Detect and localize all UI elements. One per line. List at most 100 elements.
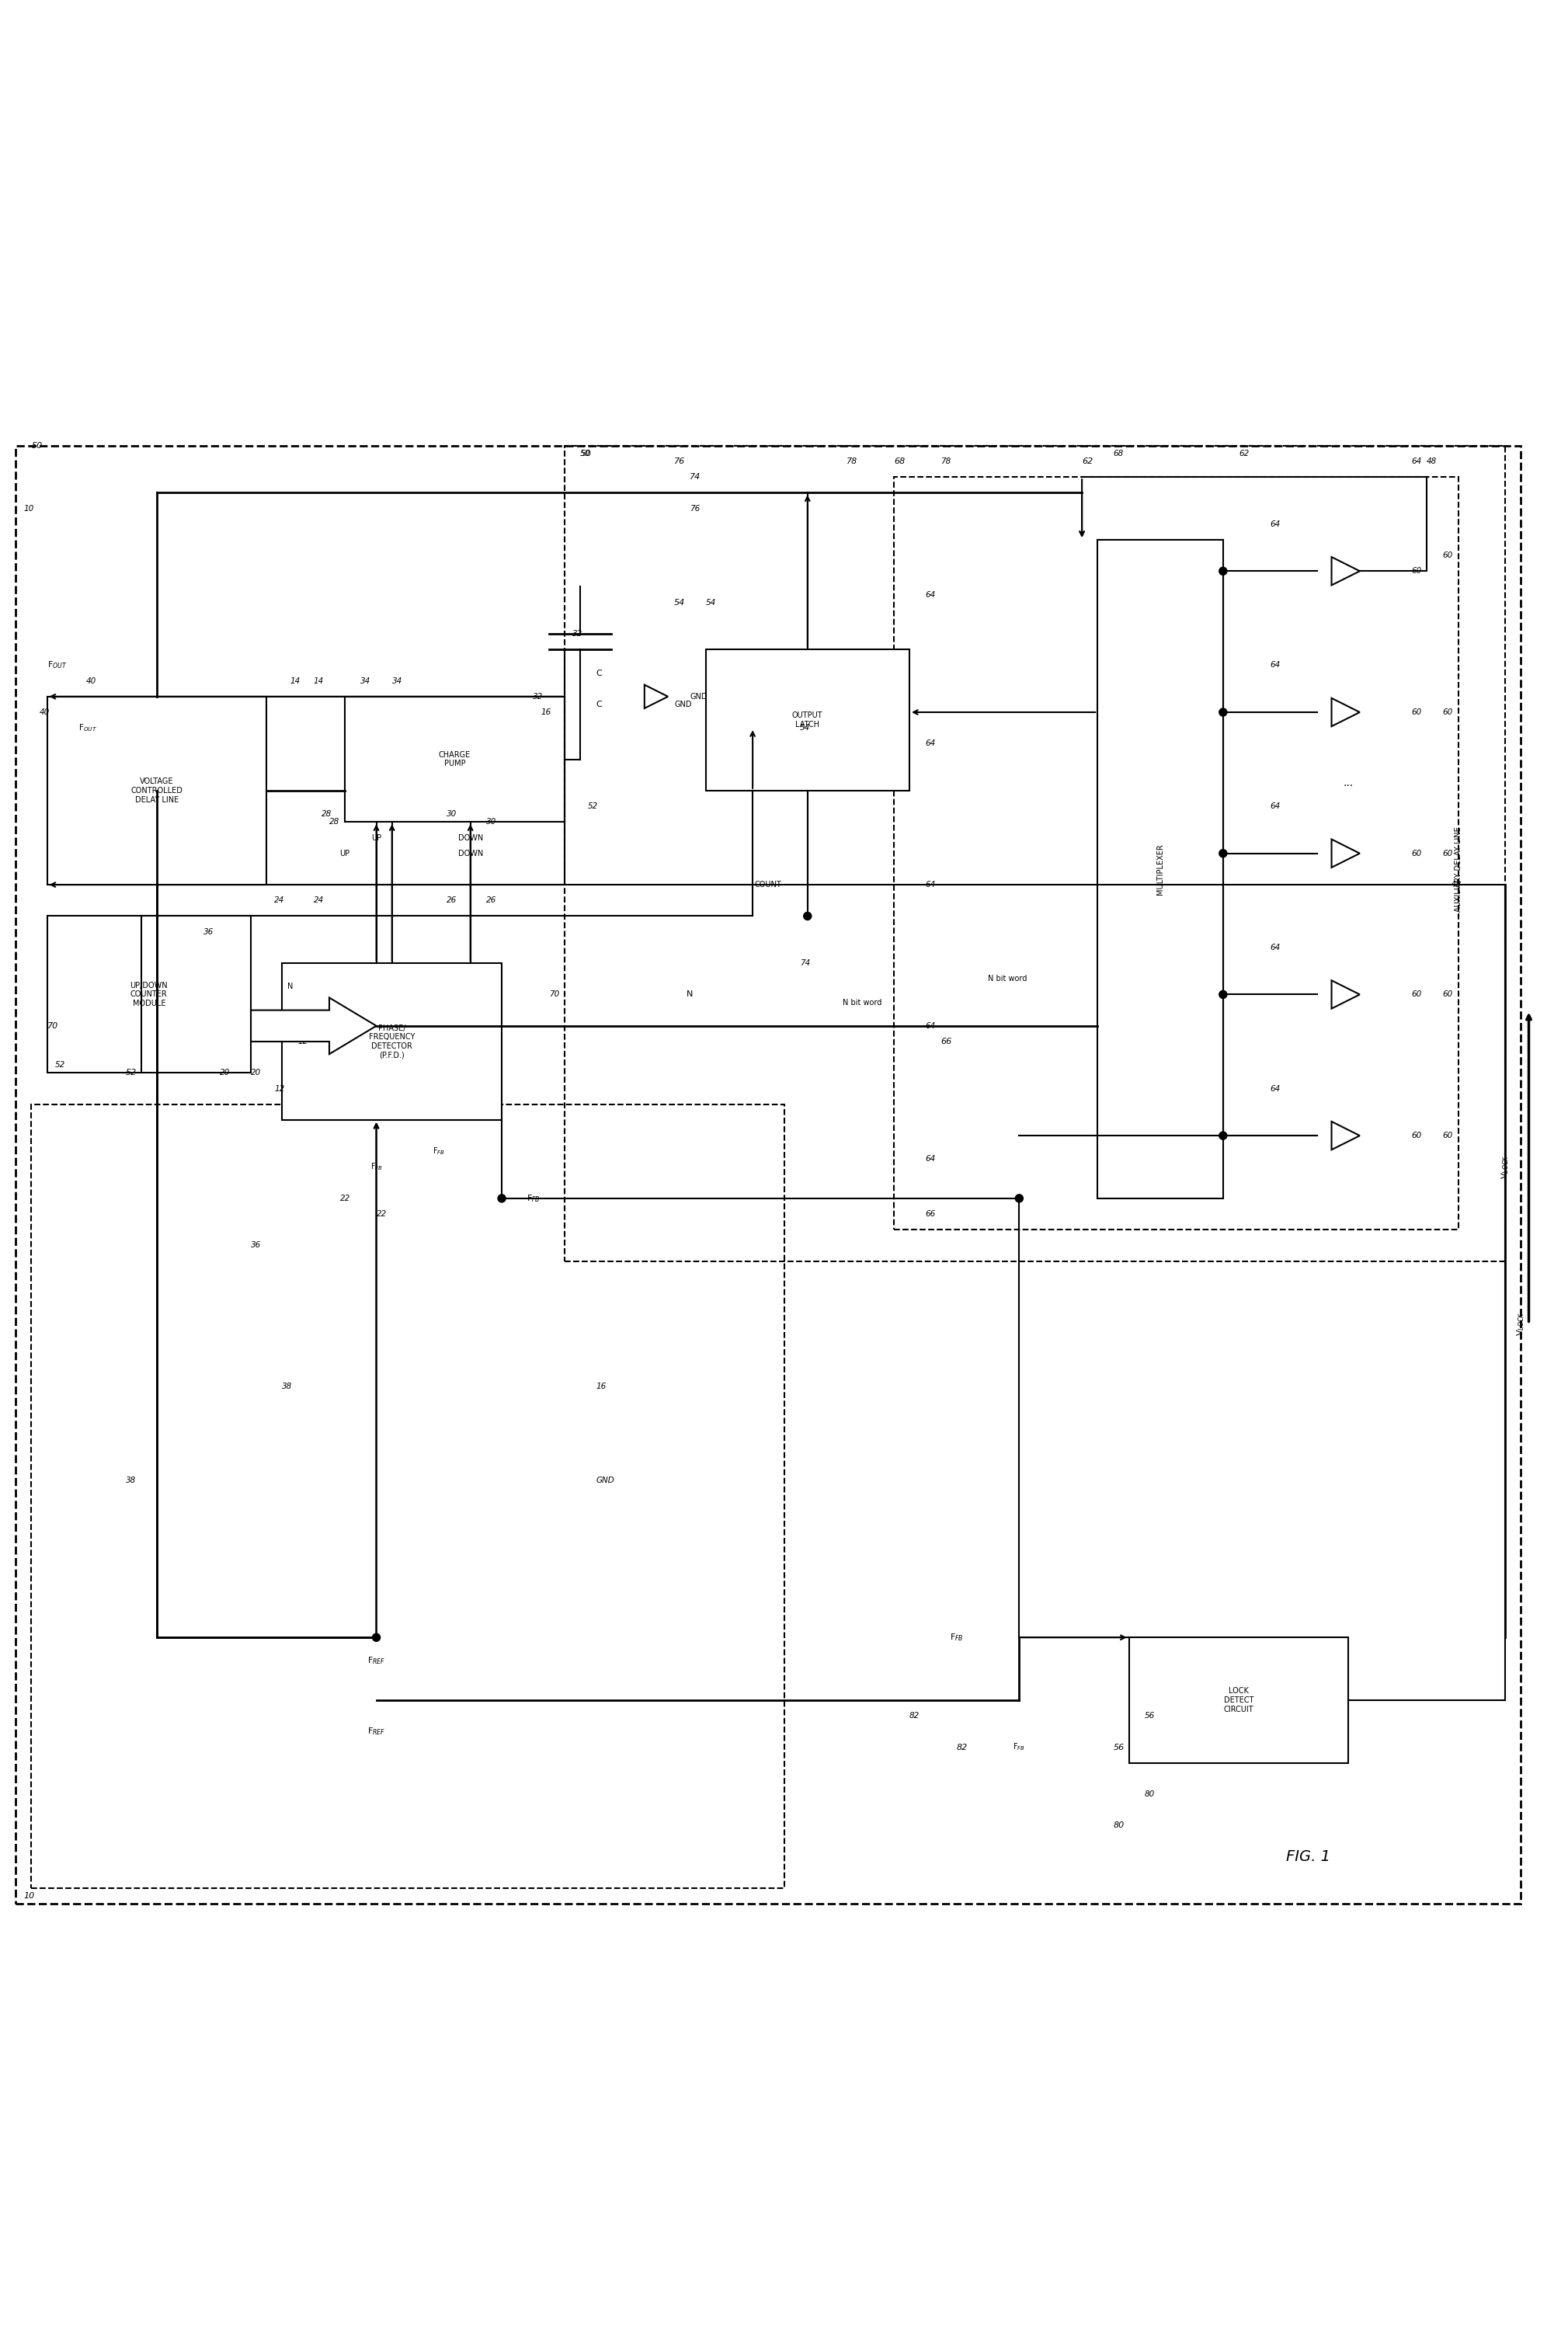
Circle shape <box>1220 707 1226 717</box>
Circle shape <box>1016 1195 1022 1202</box>
Text: UP: UP <box>340 850 350 857</box>
Text: 32: 32 <box>533 693 544 700</box>
Text: 60: 60 <box>1443 551 1454 560</box>
Text: 64: 64 <box>925 880 936 889</box>
Text: 62: 62 <box>1082 457 1093 464</box>
Text: 74: 74 <box>690 474 701 481</box>
Text: 14: 14 <box>290 677 301 684</box>
Text: 64: 64 <box>1411 457 1422 464</box>
Text: 82: 82 <box>909 1711 920 1720</box>
Text: 64: 64 <box>925 1155 936 1162</box>
Text: 34: 34 <box>361 677 372 684</box>
Text: F$_{REF}$: F$_{REF}$ <box>367 1727 386 1736</box>
Text: 50: 50 <box>580 450 591 457</box>
Text: ...: ... <box>1344 777 1353 789</box>
Text: 20: 20 <box>251 1069 262 1076</box>
Text: C: C <box>596 670 602 677</box>
Text: 76: 76 <box>690 504 701 511</box>
Text: 64: 64 <box>1270 520 1281 527</box>
Text: 78: 78 <box>941 457 952 464</box>
Text: F$_{OUT}$: F$_{OUT}$ <box>47 661 67 670</box>
Text: 54: 54 <box>800 724 811 733</box>
Text: N: N <box>287 983 293 990</box>
Text: F$_{OUT}$: F$_{OUT}$ <box>78 724 97 733</box>
Text: LOCK
DETECT
CIRCUIT: LOCK DETECT CIRCUIT <box>1223 1687 1254 1713</box>
Circle shape <box>1220 1132 1226 1139</box>
Text: 64: 64 <box>925 591 936 598</box>
Text: 52: 52 <box>588 803 599 810</box>
Text: V$_{LOCK}$: V$_{LOCK}$ <box>1501 1155 1510 1179</box>
FancyBboxPatch shape <box>1129 1638 1348 1762</box>
Text: DOWN: DOWN <box>458 850 483 857</box>
Text: 30: 30 <box>447 810 458 817</box>
Text: VOLTAGE
CONTROLLED
DELAY LINE: VOLTAGE CONTROLLED DELAY LINE <box>130 777 183 803</box>
Text: 22: 22 <box>340 1195 350 1202</box>
Text: 74: 74 <box>800 959 811 966</box>
Text: 60: 60 <box>1411 1132 1422 1139</box>
Text: 50: 50 <box>580 450 591 457</box>
Text: OUTPUT
LATCH: OUTPUT LATCH <box>792 712 823 728</box>
Text: PHASE/
FREQUENCY
DETECTOR
(P.F.D.): PHASE/ FREQUENCY DETECTOR (P.F.D.) <box>368 1025 416 1060</box>
Text: 40: 40 <box>39 707 50 717</box>
FancyBboxPatch shape <box>282 964 502 1120</box>
FancyBboxPatch shape <box>1098 539 1223 1197</box>
Text: COUNT: COUNT <box>339 1022 367 1029</box>
Text: 66: 66 <box>941 1039 952 1046</box>
Text: 66: 66 <box>925 1209 936 1218</box>
Text: 32: 32 <box>572 630 583 637</box>
Text: 60: 60 <box>1443 990 1454 999</box>
Text: V$_{LOCK}$: V$_{LOCK}$ <box>1516 1312 1526 1335</box>
Text: MULTIPLEXER: MULTIPLEXER <box>1157 843 1163 894</box>
Text: 10: 10 <box>24 504 34 511</box>
Text: 16: 16 <box>541 707 552 717</box>
Text: N: N <box>687 990 693 999</box>
Text: 60: 60 <box>1411 567 1422 574</box>
Text: 24: 24 <box>274 896 285 903</box>
Circle shape <box>499 1195 505 1202</box>
Text: 60: 60 <box>1411 850 1422 857</box>
Text: 48: 48 <box>1450 880 1461 889</box>
Text: FIG. 1: FIG. 1 <box>1286 1849 1330 1865</box>
Text: 60: 60 <box>1411 990 1422 999</box>
Text: 38: 38 <box>282 1382 293 1391</box>
Circle shape <box>373 1634 381 1641</box>
Text: 54: 54 <box>706 598 717 607</box>
Polygon shape <box>251 997 376 1055</box>
Text: 12: 12 <box>298 1039 309 1046</box>
Text: 38: 38 <box>125 1477 136 1484</box>
Text: 16: 16 <box>596 1382 607 1391</box>
Text: COUNT: COUNT <box>754 880 782 889</box>
Text: 68: 68 <box>894 457 905 464</box>
Text: 52: 52 <box>55 1062 66 1069</box>
Text: 60: 60 <box>1443 1132 1454 1139</box>
Text: 60: 60 <box>1443 707 1454 717</box>
Text: 78: 78 <box>847 457 858 464</box>
Text: 64: 64 <box>1270 943 1281 952</box>
Text: F$_{FB}$: F$_{FB}$ <box>433 1146 445 1158</box>
Text: 34: 34 <box>392 677 403 684</box>
Text: F$_{FB}$: F$_{FB}$ <box>950 1631 963 1643</box>
Text: 14: 14 <box>314 677 325 684</box>
Text: F$_{FB}$: F$_{FB}$ <box>370 1162 383 1172</box>
Circle shape <box>1220 850 1226 857</box>
Text: CHARGE
PUMP: CHARGE PUMP <box>439 752 470 768</box>
Text: 36: 36 <box>251 1242 262 1249</box>
Text: GND: GND <box>674 700 691 707</box>
Text: 40: 40 <box>86 677 97 684</box>
Circle shape <box>1220 567 1226 574</box>
FancyBboxPatch shape <box>47 915 251 1074</box>
Text: 60: 60 <box>1411 707 1422 717</box>
Text: 28: 28 <box>329 819 340 826</box>
Text: GND: GND <box>690 693 707 700</box>
Text: 52: 52 <box>125 1069 136 1076</box>
Text: UP/DOWN
COUNTER
MODULE: UP/DOWN COUNTER MODULE <box>130 983 168 1008</box>
Text: F$_{FB}$: F$_{FB}$ <box>527 1193 539 1204</box>
Text: F$_{REF}$: F$_{REF}$ <box>367 1655 386 1666</box>
Text: 80: 80 <box>1113 1823 1124 1830</box>
Text: 54: 54 <box>674 598 685 607</box>
Text: 60: 60 <box>1443 850 1454 857</box>
Text: 64: 64 <box>925 740 936 747</box>
Text: 36: 36 <box>204 929 215 936</box>
Text: UP: UP <box>372 833 381 843</box>
Text: 26: 26 <box>447 896 458 903</box>
